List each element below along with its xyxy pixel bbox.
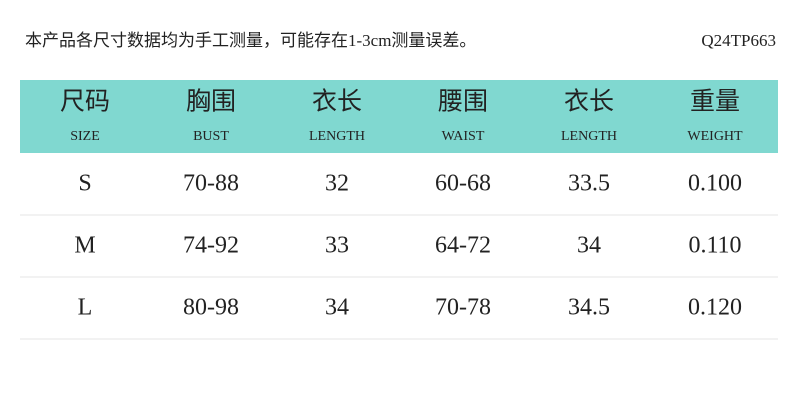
cell: 64-72 bbox=[435, 233, 491, 259]
cell: 70-78 bbox=[435, 295, 491, 321]
cell: 34.5 bbox=[568, 295, 610, 321]
cell: S bbox=[78, 171, 91, 197]
column-title: 重量 bbox=[690, 88, 740, 116]
column-subtitle: LENGTH bbox=[561, 129, 617, 144]
cell: 33.5 bbox=[568, 171, 610, 197]
cell: 80-98 bbox=[183, 295, 239, 321]
header-band bbox=[20, 80, 778, 153]
cell: 74-92 bbox=[183, 233, 239, 259]
cell: 0.120 bbox=[688, 295, 742, 321]
column-subtitle: SIZE bbox=[70, 129, 100, 144]
column-title: 胸围 bbox=[186, 88, 236, 116]
note: 本产品各尺寸数据均为手工测量，可能存在1-3cm测量误差。 bbox=[25, 31, 476, 50]
column-subtitle: WEIGHT bbox=[687, 129, 743, 144]
column-subtitle: LENGTH bbox=[309, 129, 365, 144]
column-subtitle: BUST bbox=[193, 129, 229, 144]
cell: 60-68 bbox=[435, 171, 491, 197]
column-subtitle: WAIST bbox=[442, 129, 485, 144]
cell: 0.100 bbox=[688, 171, 742, 197]
cell: L bbox=[78, 295, 93, 321]
column-title: 衣长 bbox=[564, 88, 614, 116]
cell: 34 bbox=[577, 233, 601, 259]
cell: 34 bbox=[325, 295, 349, 321]
column-title: 腰围 bbox=[438, 89, 488, 116]
cell: 0.110 bbox=[688, 233, 741, 259]
column-title: 尺码 bbox=[60, 89, 110, 116]
cell: 32 bbox=[325, 171, 349, 197]
cell: 70-88 bbox=[183, 171, 239, 197]
cell: M bbox=[74, 233, 95, 259]
product-code: Q24TP663 bbox=[701, 31, 776, 50]
column-title: 衣长 bbox=[312, 88, 362, 116]
cell: 33 bbox=[325, 233, 349, 259]
